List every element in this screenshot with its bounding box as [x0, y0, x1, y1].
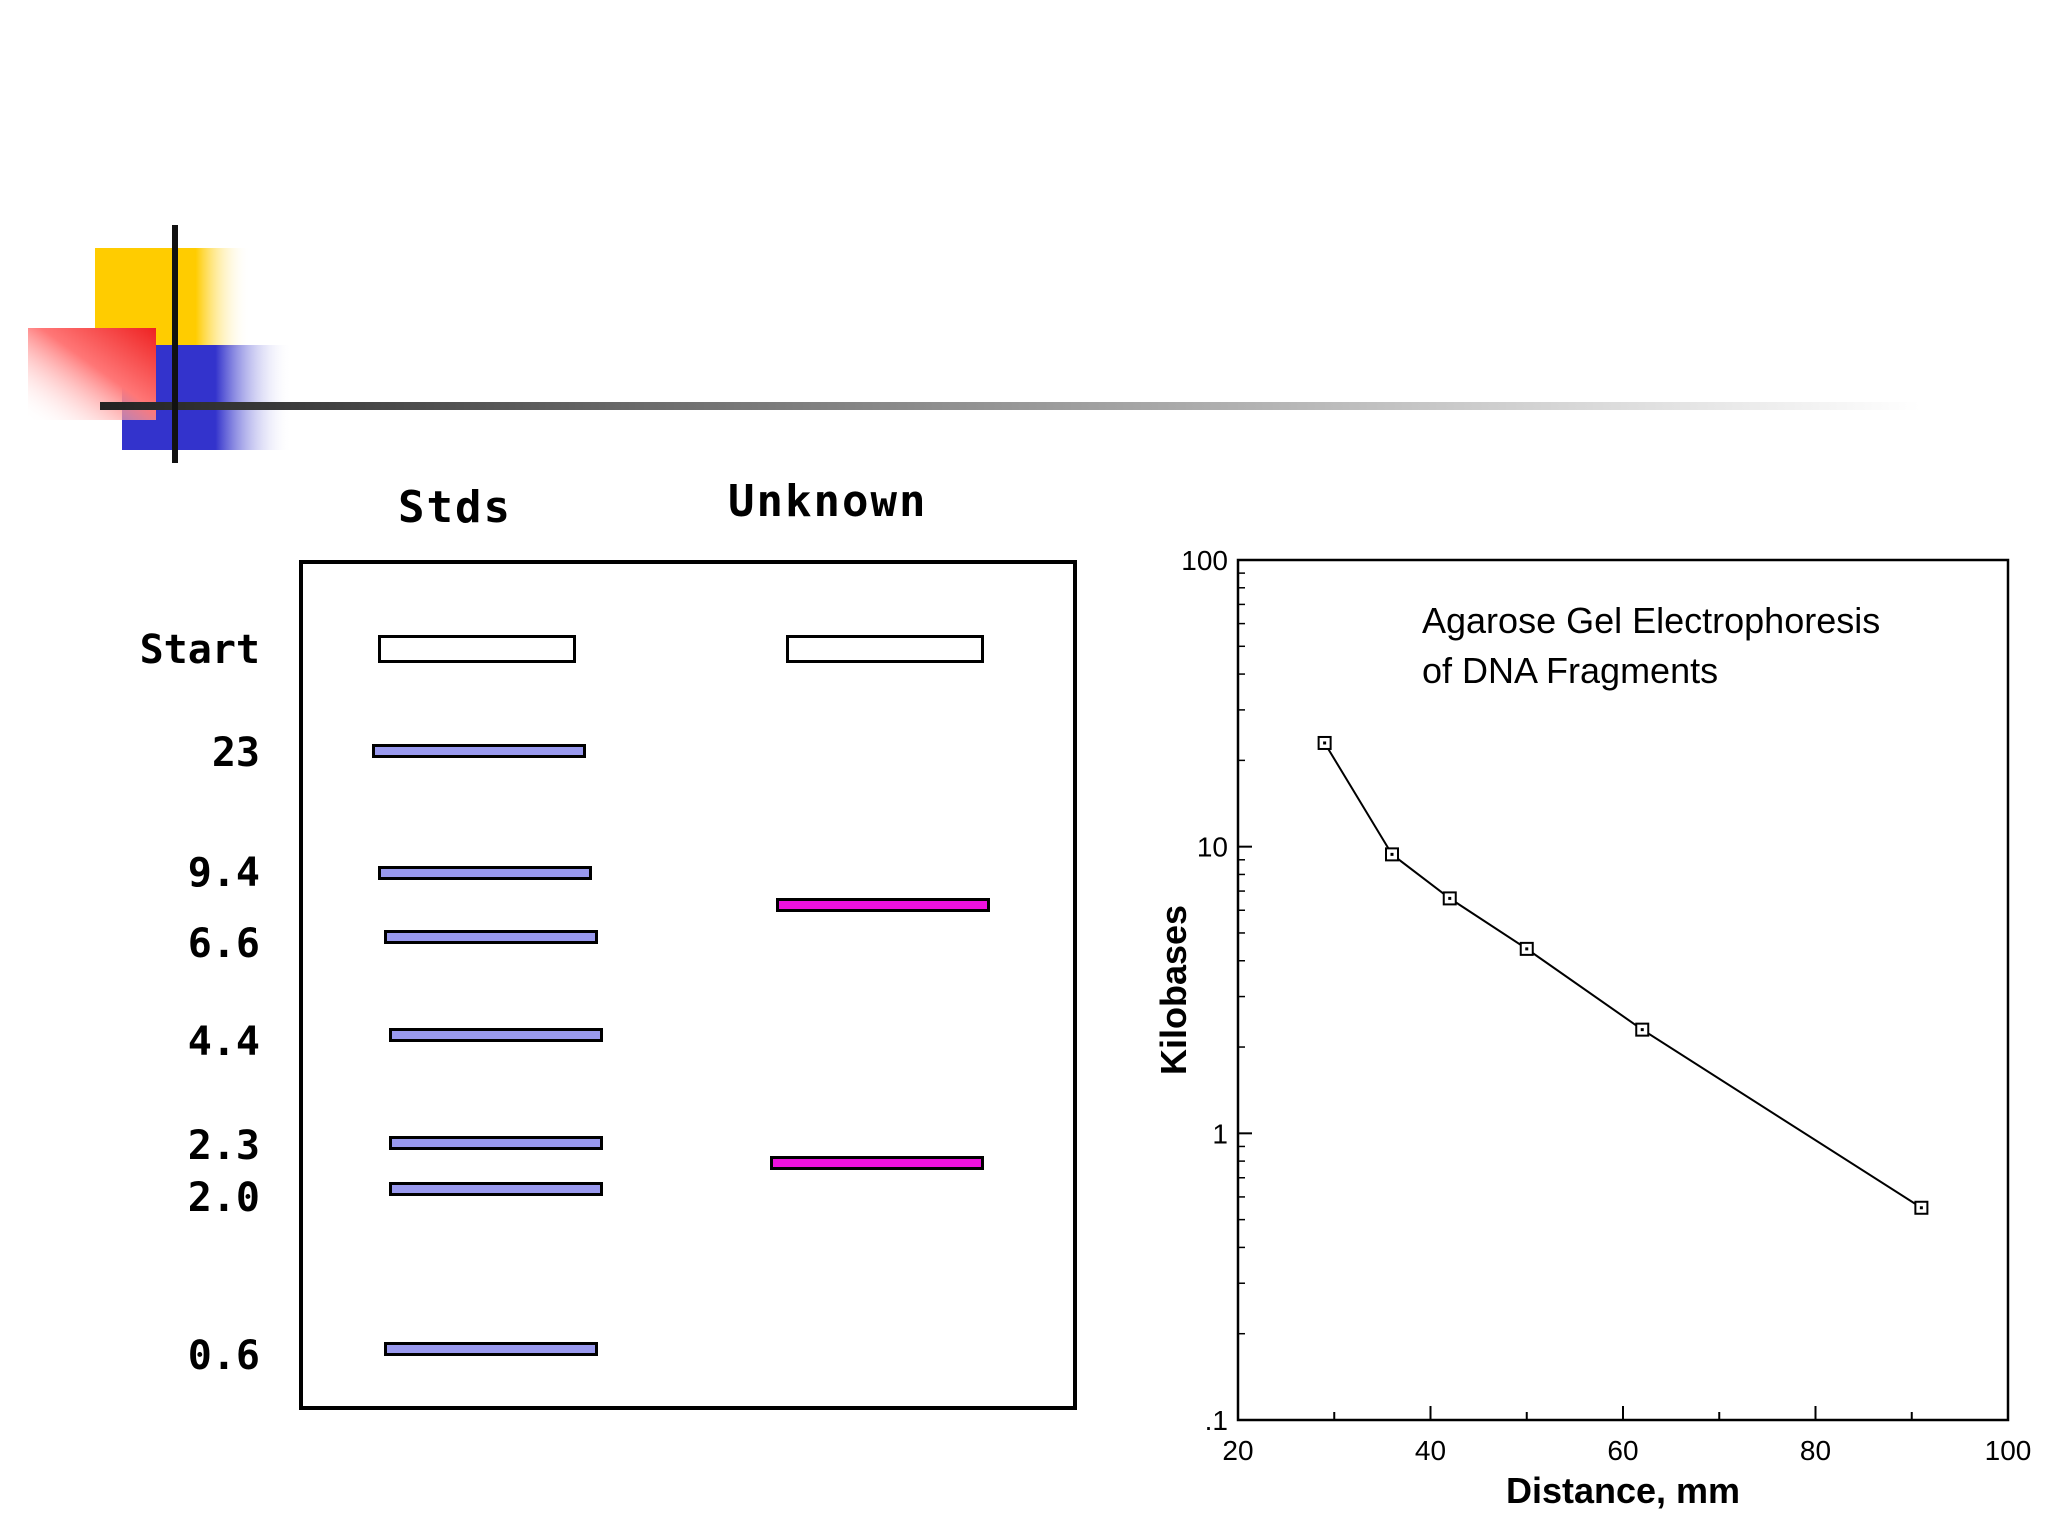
calibration-plot: 20 40 60 80 100 .1 1 10 100 Agarose Gel Electro…	[1153, 545, 2032, 1511]
unknown-band-2	[770, 1156, 984, 1170]
data-point-center	[1323, 741, 1327, 745]
size-label-2-0: 2.0	[187, 1175, 260, 1221]
standard-band-2-3	[389, 1136, 603, 1150]
size-label-0-6: 0.6	[187, 1333, 260, 1379]
y-tick-label: 1	[1212, 1118, 1228, 1149]
size-label-2-3: 2.3	[187, 1123, 260, 1169]
standard-band-2-0	[389, 1182, 603, 1196]
y-tick-label: 10	[1197, 832, 1228, 863]
start-label: Start	[139, 627, 260, 673]
gel-outline	[299, 560, 1077, 1410]
size-label-23: 23	[211, 730, 260, 776]
unknown-band-1	[776, 898, 990, 912]
standard-band-9-4	[378, 866, 592, 880]
horizontal-rule	[100, 402, 1920, 410]
chart-title-line-2: of DNA Fragments	[1422, 650, 1718, 691]
standard-band-23	[372, 744, 586, 758]
slide-title-decoration	[28, 225, 1920, 463]
series-line	[1323, 742, 1922, 1209]
size-label-6-6: 6.6	[187, 921, 260, 967]
y-axis-label: Kilobases	[1153, 905, 1194, 1075]
y-tick-label: 100	[1181, 545, 1228, 576]
data-point-center	[1919, 1206, 1923, 1210]
data-point-center	[1640, 1028, 1644, 1032]
x-tick-label: 80	[1800, 1435, 1831, 1466]
unknown-lane-header: Unknown	[728, 476, 928, 527]
y-tick-label: .1	[1205, 1405, 1228, 1436]
x-tick-label: 20	[1222, 1435, 1253, 1466]
size-label-9-4: 9.4	[187, 850, 260, 896]
x-tick-label: 100	[1985, 1435, 2032, 1466]
vertical-rule	[172, 225, 178, 463]
standards-lane-header: Stds	[398, 482, 512, 533]
size-label-4-4: 4.4	[187, 1019, 260, 1065]
x-axis-label: Distance, mm	[1506, 1470, 1740, 1511]
x-tick-label: 40	[1415, 1435, 1446, 1466]
standards-well	[378, 635, 576, 663]
standard-band-6-6	[384, 930, 598, 944]
chart-title-line-1: Agarose Gel Electrophoresis	[1422, 600, 1880, 641]
data-point-center	[1448, 896, 1452, 900]
unknown-well	[786, 635, 984, 663]
standard-band-0-6	[384, 1342, 598, 1356]
standard-band-4-4	[389, 1028, 603, 1042]
data-point-center	[1390, 852, 1394, 856]
x-tick-label: 60	[1607, 1435, 1638, 1466]
data-point-center	[1525, 947, 1529, 951]
